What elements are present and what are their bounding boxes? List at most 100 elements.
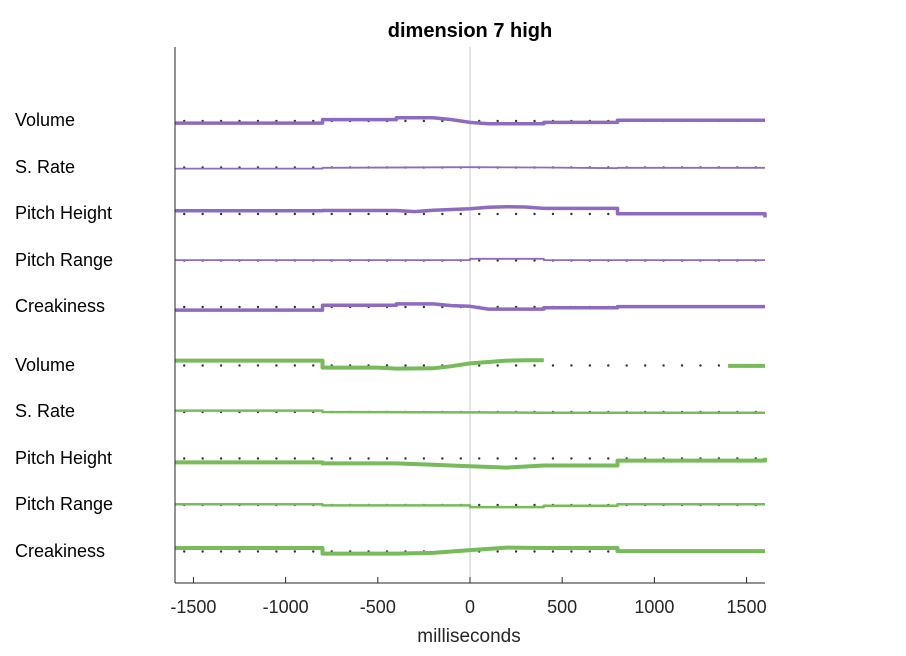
baseline-dot	[533, 364, 536, 367]
baseline-dot	[588, 212, 592, 216]
baseline-dot	[551, 550, 555, 553]
baseline-dot	[219, 212, 223, 216]
baseline-dot	[219, 364, 223, 367]
x-tick-label: 0	[464, 597, 475, 617]
baseline-dot	[385, 212, 389, 216]
baseline-dot	[312, 364, 315, 367]
baseline-dot	[422, 364, 426, 367]
baseline-dot	[533, 503, 536, 507]
x-tick-label: -1000	[262, 597, 309, 617]
baseline-dot	[533, 457, 536, 460]
row-label: Pitch Range	[15, 249, 114, 270]
baseline-dot	[699, 364, 702, 367]
row-label: Pitch Range	[15, 494, 114, 514]
baseline-dot	[219, 550, 223, 553]
baseline-dot	[514, 119, 518, 123]
baseline-dot	[238, 305, 241, 309]
baseline-dot	[256, 364, 260, 367]
baseline-dot	[293, 550, 297, 553]
baseline-dot	[422, 457, 426, 460]
x-axis-label: milliseconds	[417, 626, 521, 647]
baseline-dot	[533, 119, 536, 123]
series-line-purple-2	[175, 204, 767, 218]
baseline-dot	[441, 212, 444, 216]
baseline-dot	[183, 457, 186, 460]
baseline-dot	[183, 212, 186, 216]
baseline-dot	[514, 550, 518, 553]
baseline-dot	[551, 212, 555, 216]
baseline-dot	[607, 457, 610, 460]
baseline-dot	[238, 212, 241, 216]
baseline-dot	[183, 364, 186, 367]
baseline-dot	[496, 503, 499, 507]
baseline-dot	[459, 457, 462, 460]
baseline-dot	[588, 457, 592, 460]
series-line-purple-0	[175, 116, 765, 126]
baseline-dot	[275, 457, 278, 460]
row-label: Creakiness	[15, 540, 106, 561]
baseline-dot	[275, 550, 278, 553]
baseline-dot	[201, 212, 204, 216]
baseline-dot	[367, 457, 370, 460]
baseline-dot	[441, 457, 444, 460]
baseline-dot	[404, 457, 407, 460]
baseline-dot	[607, 364, 610, 367]
baseline-dot	[459, 212, 462, 216]
baseline-dot	[275, 364, 278, 367]
series-line-green-2	[175, 457, 767, 470]
baseline-dot	[312, 457, 315, 460]
baseline-dot	[367, 212, 370, 216]
baseline-dot	[496, 550, 499, 553]
baseline-dot	[551, 457, 555, 460]
baseline-dot	[256, 212, 260, 216]
baseline-dot	[496, 457, 499, 460]
baseline-dot	[478, 259, 481, 262]
baseline-dot	[404, 212, 407, 216]
x-tick-label: -500	[359, 597, 396, 617]
baseline-dot	[570, 550, 573, 553]
series-line-green-0	[175, 358, 544, 371]
baseline-dot	[201, 457, 204, 460]
baseline-dot	[293, 457, 297, 460]
baseline-dot	[478, 503, 481, 507]
series-line-purple-4	[175, 302, 765, 312]
baseline-dot	[404, 364, 407, 367]
baseline-dot	[330, 212, 333, 216]
series-line-green-4	[175, 545, 765, 556]
baseline-dot	[422, 119, 426, 123]
baseline-dot	[588, 364, 592, 367]
baseline-dot	[478, 457, 481, 460]
baseline-dot	[514, 364, 518, 367]
row-label: S. Rate	[15, 156, 76, 177]
baseline-dot	[183, 550, 186, 553]
baseline-dot	[496, 119, 499, 123]
baseline-dot	[717, 364, 721, 367]
baseline-dot	[312, 550, 315, 553]
baseline-dot	[643, 364, 647, 367]
baseline-dot	[533, 212, 536, 216]
baseline-dot	[238, 550, 241, 553]
baseline-dot	[201, 550, 204, 553]
baseline-dot	[385, 457, 389, 460]
baseline-dot	[478, 364, 481, 367]
baseline-dot	[662, 364, 665, 367]
row-label: Pitch Height	[15, 447, 113, 468]
baseline-dot	[680, 364, 684, 367]
baseline-dot	[238, 457, 241, 460]
baseline-dot	[533, 259, 536, 262]
baseline-dot	[570, 457, 573, 460]
baseline-dot	[496, 212, 499, 216]
baseline-dot	[514, 212, 518, 216]
series-line-green-3	[175, 503, 765, 509]
baseline-dot	[312, 212, 315, 216]
x-tick-label: 500	[547, 597, 578, 617]
baseline-dot	[238, 364, 241, 367]
row-label: Volume	[15, 354, 76, 375]
baseline-dot	[256, 457, 260, 460]
baseline-dot	[312, 305, 315, 309]
baseline-dot	[514, 259, 518, 262]
baseline-dot	[607, 212, 610, 216]
baseline-dot	[293, 305, 297, 309]
baseline-dot	[275, 305, 278, 309]
baseline-dot	[330, 457, 333, 460]
